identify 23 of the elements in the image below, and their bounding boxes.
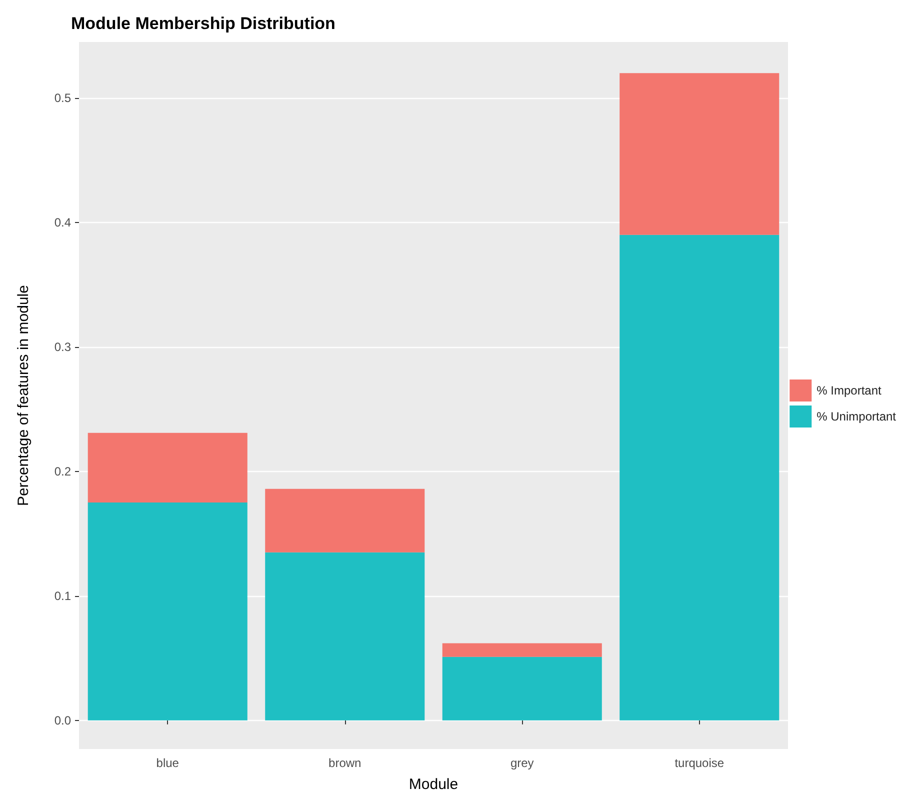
x-tick-label: grey bbox=[510, 756, 534, 770]
chart-title: Module Membership Distribution bbox=[71, 14, 336, 33]
x-tick-label: blue bbox=[156, 756, 180, 770]
bar bbox=[265, 552, 425, 720]
y-tick-label: 0.5 bbox=[54, 91, 72, 106]
x-axis-title: Module bbox=[408, 776, 458, 793]
bar bbox=[442, 656, 602, 720]
bar bbox=[620, 234, 780, 720]
y-axis-title: Percentage of features in module bbox=[15, 285, 32, 506]
y-tick-label: 0.2 bbox=[54, 464, 72, 478]
legend-label: % Important bbox=[816, 384, 882, 398]
y-tick-label: 0.0 bbox=[54, 713, 72, 728]
bar bbox=[88, 432, 248, 503]
y-tick-label: 0.1 bbox=[54, 588, 72, 603]
legend-label: % Unimportant bbox=[816, 410, 897, 424]
bar bbox=[442, 643, 602, 657]
x-tick-label: brown bbox=[328, 756, 362, 770]
bar bbox=[265, 488, 425, 552]
y-tick-label: 0.4 bbox=[54, 215, 72, 230]
y-tick-label: 0.3 bbox=[54, 340, 72, 354]
bar bbox=[620, 73, 780, 235]
x-tick-label: turquoise bbox=[674, 756, 724, 770]
bar bbox=[88, 502, 248, 720]
